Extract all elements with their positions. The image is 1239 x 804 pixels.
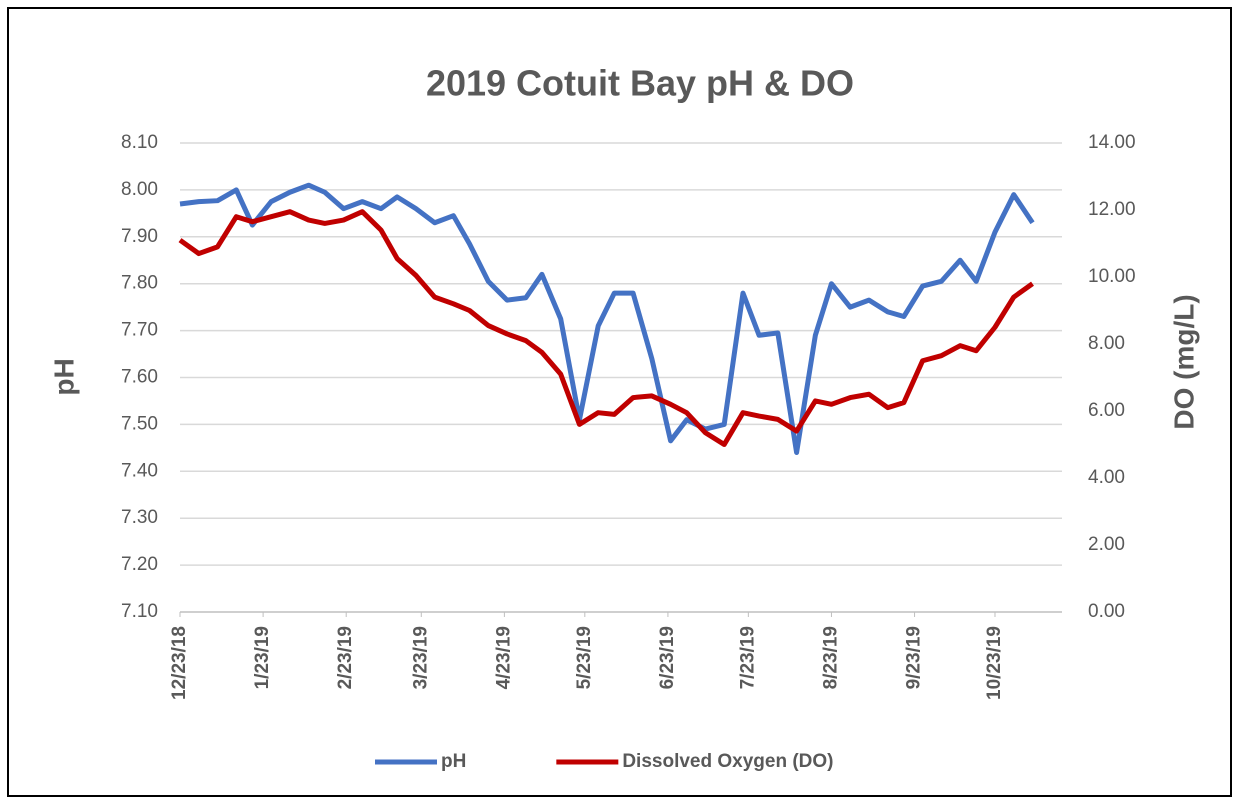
y-tick-label: 7.20 xyxy=(121,554,158,575)
data-line xyxy=(179,182,1035,456)
legend-label: Dissolved Oxygen (DO) xyxy=(622,751,833,772)
y-axis-label: pH xyxy=(48,358,79,395)
legend-label: pH xyxy=(441,751,466,772)
x-tick-label: 12/23/18 xyxy=(169,626,190,700)
x-tick-label: 1/23/19 xyxy=(252,626,273,689)
y-tick-label: 7.80 xyxy=(121,273,158,294)
x-tick-label: 7/23/19 xyxy=(737,626,758,689)
y-tick-label: 8.00 xyxy=(121,179,158,200)
y2-tick-label: 8.00 xyxy=(1088,333,1125,354)
y-tick-label: 7.10 xyxy=(121,601,158,622)
y-tick-label: 7.90 xyxy=(121,226,158,247)
chart-border xyxy=(7,7,1232,797)
y-tick-label: 8.10 xyxy=(121,132,158,153)
y-tick-label: 7.50 xyxy=(121,413,158,434)
y-tick-label: 7.60 xyxy=(121,367,158,388)
y2-tick-label: 4.00 xyxy=(1088,467,1125,488)
x-tick-label: 5/23/19 xyxy=(574,626,595,689)
chart-title: 2019 Cotuit Bay pH & DO xyxy=(426,63,854,104)
y2-axis-label: DO (mg/L) xyxy=(1168,294,1199,429)
y-tick-label: 7.30 xyxy=(121,507,158,528)
x-tick-label: 4/23/19 xyxy=(493,626,514,689)
y2-tick-label: 12.00 xyxy=(1088,199,1136,220)
x-tick-label: 6/23/19 xyxy=(657,626,678,689)
data-line xyxy=(178,209,1034,447)
y2-tick-label: 6.00 xyxy=(1088,400,1125,421)
y2-tick-label: 14.00 xyxy=(1088,132,1136,153)
y-tick-label: 7.70 xyxy=(121,320,158,341)
x-tick-label: 8/23/19 xyxy=(820,626,841,689)
y2-tick-label: 2.00 xyxy=(1088,534,1125,555)
x-tick-label: 10/23/19 xyxy=(984,626,1005,700)
y2-tick-label: 0.00 xyxy=(1088,601,1125,622)
x-tick-label: 2/23/19 xyxy=(335,626,356,689)
y-tick-label: 7.40 xyxy=(121,460,158,481)
x-tick-label: 3/23/19 xyxy=(410,626,431,689)
y2-tick-label: 10.00 xyxy=(1088,266,1136,287)
x-tick-label: 9/23/19 xyxy=(904,626,925,689)
